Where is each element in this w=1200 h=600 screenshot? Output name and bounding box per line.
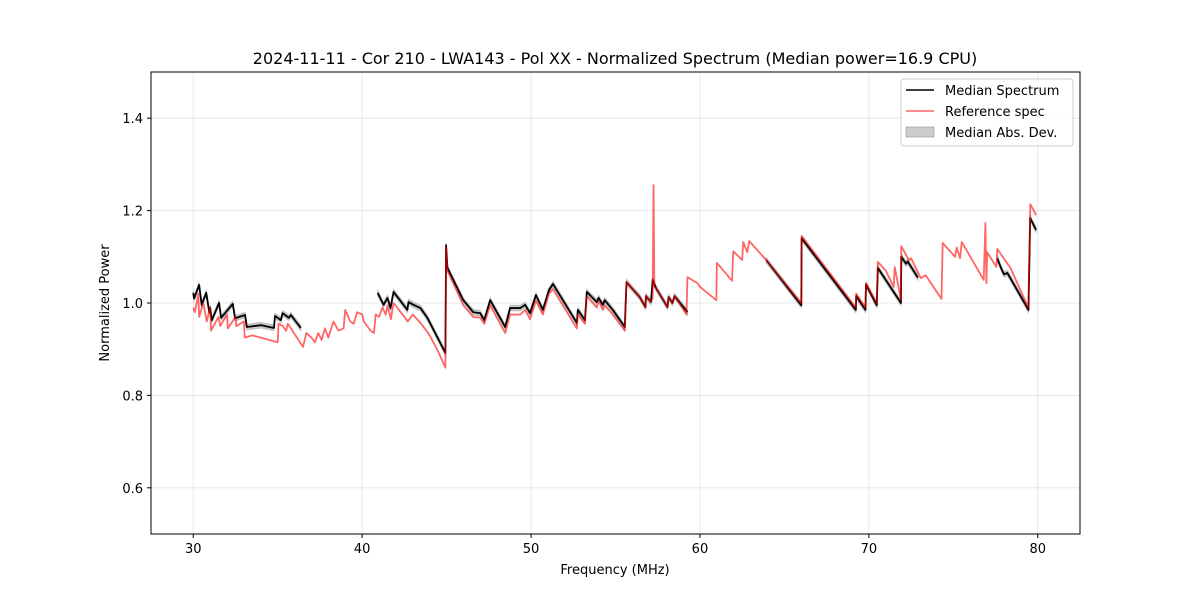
y-tick-label: 0.6 [122,482,143,497]
y-tick-label: 1.2 [122,205,143,220]
legend-reference-label: Reference spec [945,105,1045,120]
axis-ticks: 30 40 50 60 70 80 0.6 0.8 1.0 1.2 1.4 [122,112,1046,557]
median-spectrum-line [192,284,302,329]
legend-mad-label: Median Abs. Dev. [945,126,1057,141]
legend-mad-swatch [905,126,935,138]
y-tick-label: 1.4 [122,112,143,127]
x-tick-label: 70 [861,542,878,557]
reference-spectrum-line [192,184,1037,369]
y-tick-label: 0.8 [122,389,143,404]
y-axis-label: Normalized Power [98,244,113,362]
series-lines [192,184,1037,369]
legend-box [900,78,1074,147]
mad-band-segment [996,214,1037,315]
x-tick-label: 60 [692,542,709,557]
legend: Median Spectrum Reference spec Median Ab… [900,78,1074,147]
legend-median-label: Median Spectrum [945,84,1059,99]
x-tick-label: 80 [1029,542,1046,557]
y-tick-label: 1.0 [122,297,143,312]
x-tick-label: 50 [523,542,540,557]
x-tick-label: 30 [185,542,202,557]
grid [151,72,1080,534]
x-axis-label: Frequency (MHz) [560,563,669,578]
chart-title: 2024-11-11 - Cor 210 - LWA143 - Pol XX -… [253,49,977,68]
x-tick-label: 40 [354,542,371,557]
